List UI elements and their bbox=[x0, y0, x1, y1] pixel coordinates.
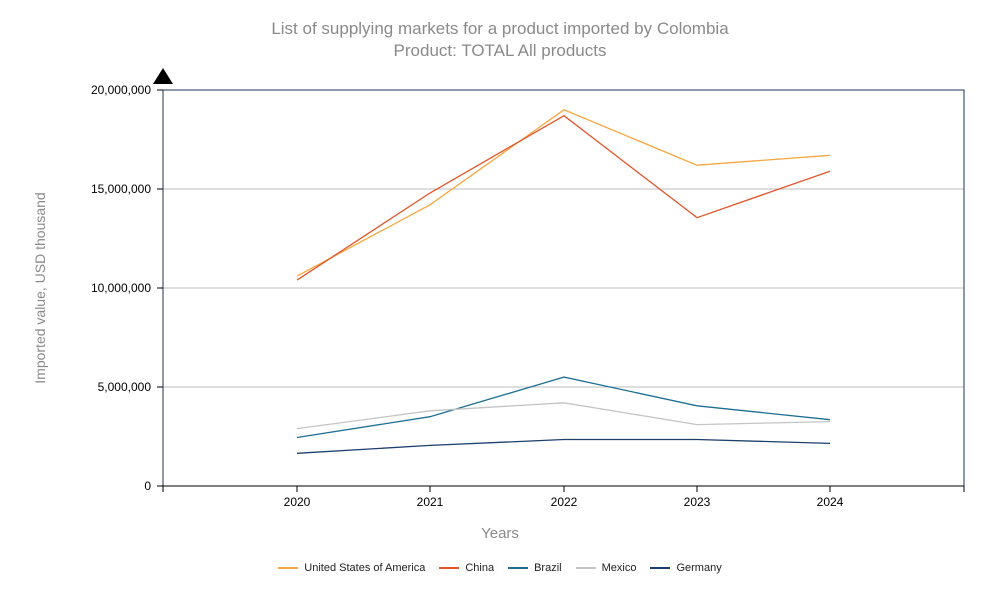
x-tick-label: 2021 bbox=[417, 495, 444, 509]
legend-swatch bbox=[439, 567, 460, 569]
y-tick-label: 5,000,000 bbox=[98, 380, 152, 394]
series-line-mexico bbox=[296, 402, 831, 430]
legend-swatch bbox=[650, 567, 671, 569]
legend-swatch bbox=[575, 567, 596, 569]
x-tick-label: 2023 bbox=[684, 495, 711, 509]
x-tick-label: 2024 bbox=[817, 495, 844, 509]
legend-item: Germany bbox=[650, 562, 722, 574]
legend-label: Brazil bbox=[534, 562, 562, 574]
series-line-germany bbox=[296, 438, 831, 454]
legend-label: United States of America bbox=[304, 562, 426, 574]
legend-item: Mexico bbox=[575, 562, 637, 574]
series-line-united-states-of-america bbox=[296, 109, 831, 277]
y-axis-arrow-icon bbox=[153, 68, 173, 84]
legend-swatch bbox=[278, 567, 299, 569]
legend-label: China bbox=[465, 562, 495, 574]
series-line-china bbox=[296, 114, 831, 281]
chart-subtitle: Product: TOTAL All products bbox=[393, 41, 607, 60]
x-tick-label: 2022 bbox=[551, 495, 578, 509]
legend-swatch bbox=[508, 567, 529, 569]
chart-title-block: List of supplying markets for a product … bbox=[0, 18, 1000, 62]
legend-label: Germany bbox=[676, 562, 722, 574]
legend-item: China bbox=[439, 562, 494, 574]
y-tick-label: 10,000,000 bbox=[91, 281, 151, 295]
x-tick-label: 2020 bbox=[284, 495, 311, 509]
x-axis-label: Years bbox=[481, 525, 519, 542]
y-tick-label: 15,000,000 bbox=[91, 182, 151, 196]
legend-item: Brazil bbox=[508, 562, 562, 574]
series-line-brazil bbox=[296, 376, 831, 439]
legend: United States of America China Brazil Mexic… bbox=[0, 562, 1000, 574]
legend-label: Mexico bbox=[601, 562, 637, 574]
chart-title: List of supplying markets for a product … bbox=[271, 19, 729, 38]
y-tick-label: 20,000,000 bbox=[91, 83, 151, 97]
y-tick-label: 0 bbox=[144, 479, 151, 493]
legend-item: United States of America bbox=[278, 562, 425, 574]
